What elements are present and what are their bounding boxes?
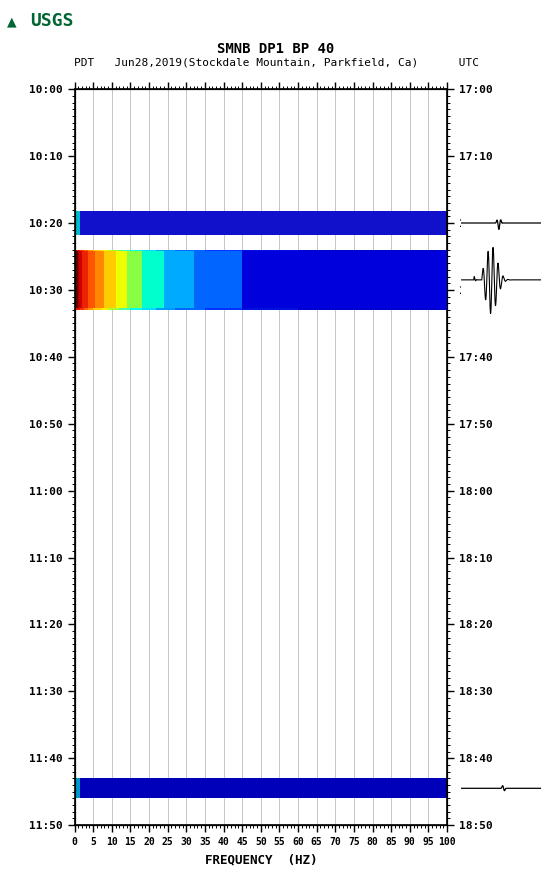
X-axis label: FREQUENCY  (HZ): FREQUENCY (HZ)	[205, 854, 317, 867]
Text: SMNB DP1 BP 40: SMNB DP1 BP 40	[217, 42, 335, 56]
Text: PDT   Jun28,2019(Stockdale Mountain, Parkfield, Ca)      UTC: PDT Jun28,2019(Stockdale Mountain, Parkf…	[73, 57, 479, 68]
Text: ▲: ▲	[7, 15, 16, 28]
Text: USGS: USGS	[30, 12, 74, 30]
